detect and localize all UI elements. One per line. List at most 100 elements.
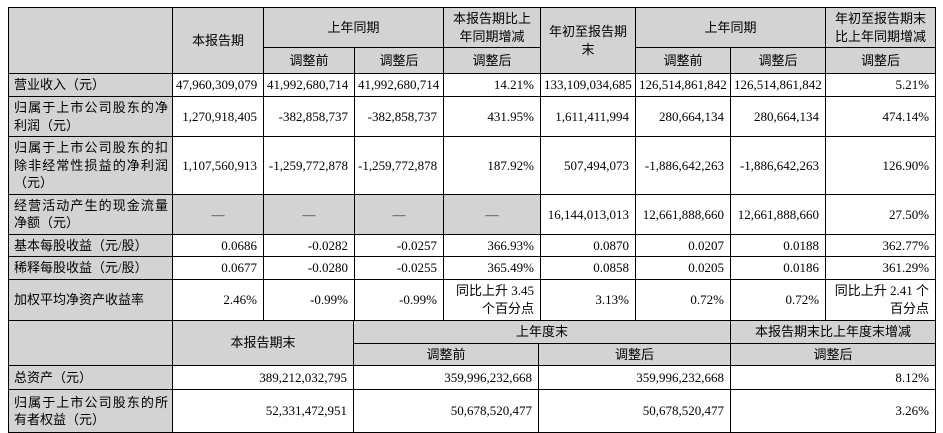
value-cell: 41,992,680,714 bbox=[263, 73, 355, 98]
value-cell: 366.93% bbox=[443, 233, 542, 258]
table-row: 经营活动产生的现金流量净额（元） — — — — 16,144,013,013 … bbox=[8, 193, 937, 235]
metric-label: 归属于上市公司股东的扣除非经常性损益的净利润（元） bbox=[8, 136, 173, 195]
header-after-adjust: 调整后 bbox=[537, 342, 732, 367]
value-cell: 126,514,861,842 bbox=[730, 73, 827, 98]
corner-cell bbox=[8, 6, 173, 75]
value-cell: -0.0257 bbox=[353, 233, 445, 258]
key-financials-section: 本报告期 上年同期 本报告期比上年同期增减 年初至报告期末 上年同期 年初至报告… bbox=[8, 6, 937, 433]
value-cell: 507,494,073 bbox=[540, 136, 637, 195]
metric-label: 归属于上市公司股东的所有者权益（元） bbox=[8, 389, 173, 433]
value-cell: 0.0205 bbox=[635, 256, 732, 281]
value-cell: 3.13% bbox=[540, 279, 637, 322]
value-cell: 14.21% bbox=[443, 73, 542, 98]
value-cell: 27.50% bbox=[825, 193, 937, 235]
value-cell: 0.0686 bbox=[172, 233, 264, 258]
metric-label: 归属于上市公司股东的净利润（元） bbox=[8, 96, 173, 138]
header-before-adjust: 调整前 bbox=[263, 47, 355, 75]
value-cell: 1,270,918,405 bbox=[172, 96, 264, 138]
table-row: 归属于上市公司股东的扣除非经常性损益的净利润（元） 1,107,560,913 … bbox=[8, 136, 937, 195]
value-cell: 0.0858 bbox=[540, 256, 637, 281]
metric-label: 营业收入（元） bbox=[8, 73, 173, 98]
header-after-adjust: 调整后 bbox=[825, 47, 937, 75]
value-cell: 12,661,888,660 bbox=[635, 193, 732, 235]
value-cell: -1,886,642,263 bbox=[635, 136, 732, 195]
value-cell: 362.77% bbox=[825, 233, 937, 258]
value-cell: 16,144,013,013 bbox=[540, 193, 637, 235]
value-cell: 0.0186 bbox=[730, 256, 827, 281]
value-cell: 3.26% bbox=[730, 389, 937, 433]
header-current-period: 本报告期 bbox=[172, 6, 264, 75]
table-row: 稀释每股收益（元/股） 0.0677 -0.0280 -0.0255 365.4… bbox=[8, 256, 937, 281]
table-row: 归属于上市公司股东的净利润（元） 1,270,918,405 -382,858,… bbox=[8, 96, 937, 138]
value-cell: 1,107,560,913 bbox=[172, 136, 264, 195]
value-cell: 41,992,680,714 bbox=[353, 73, 445, 98]
value-cell: 431.95% bbox=[443, 96, 542, 138]
value-cell: 0.72% bbox=[635, 279, 732, 322]
header-ytd: 年初至报告期末 bbox=[540, 6, 637, 75]
value-cell: 8.12% bbox=[730, 365, 937, 391]
value-cell: 0.0677 bbox=[172, 256, 264, 281]
value-cell: 0.0207 bbox=[635, 233, 732, 258]
value-cell: 187.92% bbox=[443, 136, 542, 195]
value-cell-empty: — bbox=[263, 193, 355, 235]
header-after-adjust: 调整后 bbox=[443, 47, 542, 75]
header-period-end: 本报告期末 bbox=[172, 320, 354, 367]
value-cell: -382,858,737 bbox=[353, 96, 445, 138]
metric-label: 基本每股收益（元/股） bbox=[8, 233, 173, 258]
metric-label: 加权平均净资产收益率 bbox=[8, 279, 173, 322]
value-cell: 474.14% bbox=[825, 96, 937, 138]
header-prior-year-end: 上年度末 bbox=[352, 320, 732, 344]
value-cell-empty: — bbox=[353, 193, 445, 235]
value-cell: 126.90% bbox=[825, 136, 937, 195]
value-cell: 359,996,232,668 bbox=[537, 365, 732, 391]
value-cell: 280,664,134 bbox=[730, 96, 827, 138]
value-cell: -0.0280 bbox=[263, 256, 355, 281]
value-cell: 280,664,134 bbox=[635, 96, 732, 138]
header-before-adjust: 调整前 bbox=[635, 47, 732, 75]
header-after-adjust: 调整后 bbox=[730, 47, 827, 75]
value-cell: -0.99% bbox=[263, 279, 355, 322]
corner-cell bbox=[8, 320, 173, 367]
metric-label: 经营活动产生的现金流量净额（元） bbox=[8, 193, 173, 235]
period-metrics-table: 本报告期 上年同期 本报告期比上年同期增减 年初至报告期末 上年同期 年初至报告… bbox=[8, 6, 937, 322]
value-cell: 12,661,888,660 bbox=[730, 193, 827, 235]
value-cell: -0.0282 bbox=[263, 233, 355, 258]
value-cell: 0.0870 bbox=[540, 233, 637, 258]
value-cell: 0.72% bbox=[730, 279, 827, 322]
value-cell: 同比上升 3.45 个百分点 bbox=[443, 279, 542, 322]
table-row: 总资产（元） 389,212,032,795 359,996,232,668 3… bbox=[8, 365, 937, 391]
value-cell: 126,514,861,842 bbox=[635, 73, 732, 98]
metric-label: 稀释每股收益（元/股） bbox=[8, 256, 173, 281]
value-cell-empty: — bbox=[172, 193, 264, 235]
table-row: 加权平均净资产收益率 2.46% -0.99% -0.99% 同比上升 3.45… bbox=[8, 279, 937, 322]
header-before-adjust: 调整前 bbox=[353, 342, 539, 367]
table-row: 基本每股收益（元/股） 0.0686 -0.0282 -0.0257 366.9… bbox=[8, 233, 937, 258]
header-ytd-change: 年初至报告期末比上年同期增减 bbox=[825, 6, 937, 49]
value-cell: 365.49% bbox=[443, 256, 542, 281]
value-cell: 47,960,309,079 bbox=[172, 73, 264, 98]
value-cell: 0.0188 bbox=[730, 233, 827, 258]
report-page: { "colors": { "header_bg": "#d3d3d3", "b… bbox=[8, 6, 937, 433]
value-cell: -1,886,642,263 bbox=[730, 136, 827, 195]
header-yoy-change: 本报告期比上年同期增减 bbox=[443, 6, 542, 49]
value-cell: -0.0255 bbox=[353, 256, 445, 281]
value-cell: 50,678,520,477 bbox=[353, 389, 539, 433]
value-cell: 同比上升 2.41 个百分点 bbox=[825, 279, 937, 322]
value-cell: 389,212,032,795 bbox=[172, 365, 354, 391]
table-row: 归属于上市公司股东的所有者权益（元） 52,331,472,951 50,678… bbox=[8, 389, 937, 433]
header-prior-year-same-period-2: 上年同期 bbox=[635, 6, 827, 49]
header-after-adjust: 调整后 bbox=[353, 47, 445, 75]
header-after-adjust: 调整后 bbox=[730, 342, 937, 367]
value-cell: 361.29% bbox=[825, 256, 937, 281]
header-period-end-change: 本报告期末比上年度末增减 bbox=[730, 320, 937, 344]
value-cell: -1,259,772,878 bbox=[353, 136, 445, 195]
metric-label: 总资产（元） bbox=[8, 365, 173, 391]
header-prior-year-same-period: 上年同期 bbox=[262, 6, 445, 49]
period-end-table: 本报告期末 上年度末 本报告期末比上年度末增减 调整前 调整后 调整后 总资产（… bbox=[8, 320, 937, 433]
value-cell: 359,996,232,668 bbox=[353, 365, 539, 391]
value-cell: -1,259,772,878 bbox=[263, 136, 355, 195]
value-cell: 50,678,520,477 bbox=[537, 389, 732, 433]
value-cell: 133,109,034,685 bbox=[540, 73, 637, 98]
table-row: 营业收入（元） 47,960,309,079 41,992,680,714 41… bbox=[8, 73, 937, 98]
value-cell: -0.99% bbox=[353, 279, 445, 322]
